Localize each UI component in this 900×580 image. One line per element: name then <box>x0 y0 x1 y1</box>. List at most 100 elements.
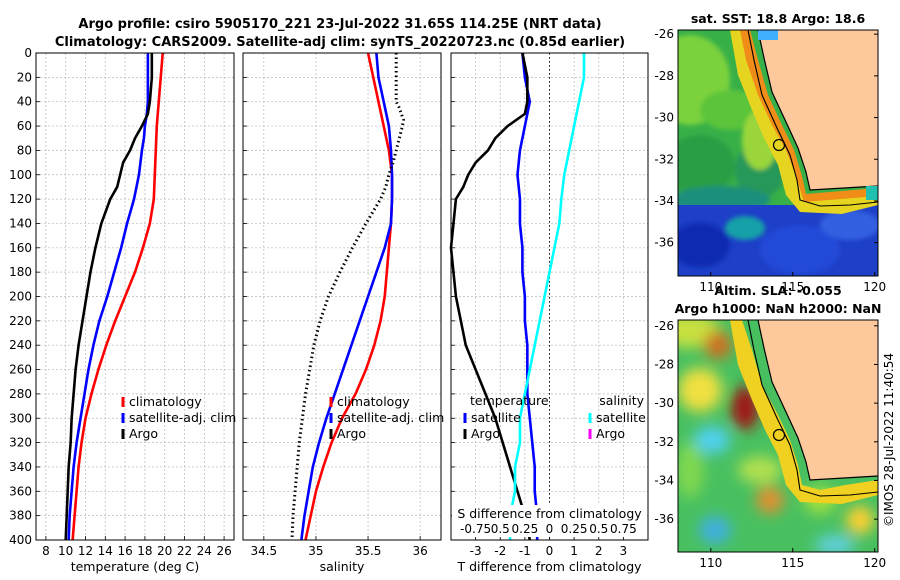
x-tick-label: 35.5 <box>355 544 382 558</box>
sst-shelf-contour <box>747 30 878 207</box>
sla-map: Altim. SLA: -0.055 Argo h1000: NaN h2000… <box>654 283 886 570</box>
map-y-tick-label: -26 <box>654 27 674 41</box>
legend-label: satellite <box>471 410 521 425</box>
y-tick-label: 0 <box>24 46 32 60</box>
legend-label: climatology <box>129 394 202 409</box>
sla-map-title2: Argo h1000: NaN h2000: NaN <box>675 301 882 316</box>
series-argo <box>64 53 154 541</box>
x-tick-label: 22 <box>177 544 192 558</box>
y-tick-label: 140 <box>9 216 32 230</box>
y-tick-label: 220 <box>9 314 32 328</box>
map-x-tick-label: 110 <box>699 280 722 294</box>
y-tick-label: 400 <box>9 533 32 547</box>
series-satellite-adj-clim <box>67 53 150 541</box>
series-s-satellite <box>508 53 586 540</box>
x-tick-label: 34.5 <box>250 544 277 558</box>
y-tick-label: 100 <box>9 168 32 182</box>
map-x-tick-label: 110 <box>699 556 722 570</box>
y-tick-label: 160 <box>9 241 32 255</box>
x-tick-label: 1 <box>570 544 578 558</box>
x-tick-label: -2 <box>494 544 506 558</box>
plot-frame <box>450 52 649 541</box>
sla-map-frame <box>677 319 879 553</box>
legend-label: climatology <box>337 394 410 409</box>
plot-frame <box>35 52 235 541</box>
x-tick-label: 8 <box>42 544 50 558</box>
sla-map-title1: Altim. SLA: -0.055 <box>714 283 841 298</box>
imos-footer: ©IMOS 28-Jul-2022 11:40:54 <box>882 353 896 527</box>
map-x-tick-label: 115 <box>781 280 804 294</box>
top-x-tick-label: 0.5 <box>589 522 608 536</box>
difference-panel: -3 -2 -1 0 1 2 3T difference from climatology t… <box>449 52 649 574</box>
sla-coastline <box>757 320 878 481</box>
map-y-tick-label: -28 <box>654 69 674 83</box>
series-climatology <box>71 52 165 541</box>
figure-title-line2: Climatology: CARS2009. Satellite-adj cli… <box>55 35 625 50</box>
sla-argo-marker <box>772 428 786 442</box>
y-tick-label: 260 <box>9 363 32 377</box>
legend-title-salinity: salinity <box>599 393 644 408</box>
map-x-tick-label: 120 <box>863 280 886 294</box>
x-axis-label: T difference from climatology <box>456 559 642 574</box>
x-tick-label: 20 <box>157 544 172 558</box>
map-x-tick-label: 115 <box>781 556 804 570</box>
sst-coastal-orange-strip <box>740 30 878 202</box>
y-tick-label: 40 <box>17 95 32 109</box>
y-tick-label: 80 <box>17 143 32 157</box>
map-y-tick-label: -30 <box>654 111 674 125</box>
x-tick-label: -1 <box>519 544 531 558</box>
series-climatology <box>304 52 394 541</box>
sla-coastal-strip <box>730 320 878 504</box>
x-tick-label: -3 <box>470 544 482 558</box>
sst-map-frame <box>677 29 879 277</box>
legend-label: satellite-adj. clim <box>129 410 236 425</box>
top-x-tick-label: 0.5 <box>491 522 510 536</box>
x-axis-label: temperature (deg C) <box>71 559 200 574</box>
series-t-satellite <box>516 52 539 540</box>
temperature-panel: 0 20 40 60 80 100 120 140 160 180 200 220 240 260 280 3… <box>9 46 236 574</box>
x-tick-label: 26 <box>216 544 231 558</box>
figure-title-line1: Argo profile: csiro 5905170_221 23-Jul-2… <box>78 17 601 32</box>
map-y-tick-label: -36 <box>654 236 674 250</box>
top-x-axis-label: S difference from climatology <box>457 506 642 521</box>
legend-label: Argo <box>337 426 366 441</box>
x-tick-label: 0 <box>546 544 554 558</box>
sla-land <box>758 320 878 480</box>
y-tick-label: 280 <box>9 387 32 401</box>
sst-argo-marker <box>772 138 786 152</box>
sst-map-title: sat. SST: 18.8 Argo: 18.6 <box>691 11 866 26</box>
salinity-panel: 34.5 35 35.5 36 salinity climatologysatellite… <box>242 52 444 574</box>
plot-frame <box>242 52 442 541</box>
top-x-tick-label: -0.75 <box>460 522 491 536</box>
x-tick-label: 35 <box>308 544 323 558</box>
series-satellite-adj-clim <box>300 52 394 541</box>
y-tick-label: 200 <box>9 290 32 304</box>
top-x-tick-label: 0.25 <box>512 522 539 536</box>
map-y-tick-label: -32 <box>654 152 674 166</box>
top-x-tick-label: 0.25 <box>561 522 588 536</box>
x-tick-label: 10 <box>58 544 73 558</box>
x-axis-label: salinity <box>320 559 365 574</box>
x-tick-label: 12 <box>78 544 93 558</box>
top-x-tick-label: 0 <box>546 522 554 536</box>
x-tick-label: 16 <box>117 544 132 558</box>
sst-map: sat. SST: 18.8 Argo: 18.6 <box>654 11 886 294</box>
y-tick-label: 320 <box>9 436 32 450</box>
y-tick-label: 380 <box>9 509 32 523</box>
sst-offshore-warm-patch <box>866 186 878 200</box>
x-tick-label: 36 <box>413 544 428 558</box>
map-y-tick-label: -32 <box>654 435 674 449</box>
map-x-tick-label: 120 <box>863 556 886 570</box>
map-y-tick-label: -36 <box>654 512 674 526</box>
x-tick-label: 24 <box>197 544 212 558</box>
y-tick-label: 360 <box>9 484 32 498</box>
map-y-tick-label: -30 <box>654 396 674 410</box>
map-y-tick-label: -26 <box>654 319 674 333</box>
legend-label: satellite <box>596 410 646 425</box>
legend-label: Argo <box>471 426 500 441</box>
y-tick-label: 300 <box>9 411 32 425</box>
x-tick-label: 3 <box>620 544 628 558</box>
map-y-tick-label: -28 <box>654 357 674 371</box>
sla-shelf-contour <box>747 320 878 497</box>
